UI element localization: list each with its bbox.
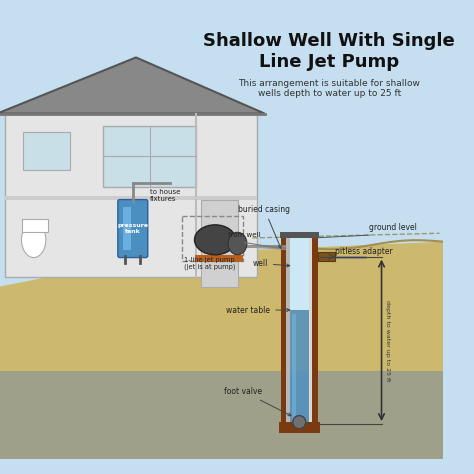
Circle shape <box>292 416 306 428</box>
Bar <box>194 255 243 262</box>
Text: This arrangement is suitable for shallow
wells depth to water up to 25 ft: This arrangement is suitable for shallow… <box>238 79 420 99</box>
Text: ground level: ground level <box>369 223 417 232</box>
Polygon shape <box>0 242 443 459</box>
Bar <box>290 310 309 422</box>
Ellipse shape <box>228 232 247 255</box>
Text: pressure
tank: pressure tank <box>117 223 148 234</box>
Bar <box>201 200 238 287</box>
Bar <box>312 238 318 431</box>
Text: pitless adapter: pitless adapter <box>335 246 392 255</box>
Bar <box>290 238 309 310</box>
Text: 1-line jet pump
(jet is at pump): 1-line jet pump (jet is at pump) <box>184 257 236 270</box>
Text: well: well <box>253 259 290 268</box>
Text: foot valve: foot valve <box>224 387 291 416</box>
Bar <box>23 132 70 170</box>
Bar <box>5 114 257 277</box>
Polygon shape <box>0 371 443 459</box>
Text: buried casing: buried casing <box>238 205 291 248</box>
Ellipse shape <box>194 225 236 255</box>
Bar <box>280 232 319 238</box>
FancyBboxPatch shape <box>118 200 148 257</box>
Bar <box>103 126 196 186</box>
Bar <box>5 196 257 200</box>
Bar <box>292 314 296 422</box>
Bar <box>318 252 335 261</box>
Text: to house
fixtures: to house fixtures <box>150 189 180 201</box>
Bar <box>21 219 48 232</box>
Text: depth to water up to 25 ft: depth to water up to 25 ft <box>384 300 390 381</box>
Ellipse shape <box>21 222 46 257</box>
Bar <box>309 238 312 431</box>
Polygon shape <box>0 57 264 114</box>
Text: from well: from well <box>228 232 261 238</box>
Text: Shallow Well With Single
Line Jet Pump: Shallow Well With Single Line Jet Pump <box>203 32 455 71</box>
Text: water table: water table <box>226 306 290 315</box>
Bar <box>182 217 243 261</box>
Bar <box>286 238 290 431</box>
Bar <box>281 238 286 431</box>
Bar <box>123 207 131 250</box>
Bar <box>279 422 320 433</box>
